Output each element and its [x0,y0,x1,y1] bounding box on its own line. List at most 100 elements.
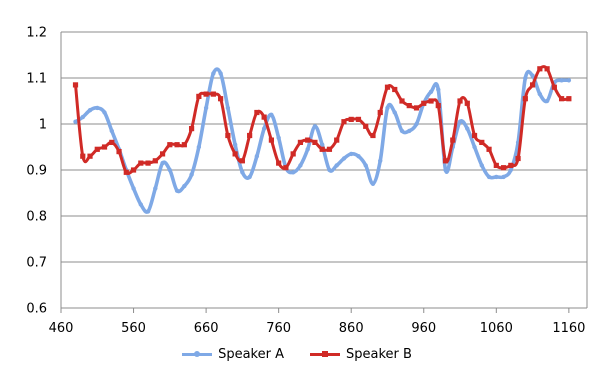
data-point-speaker-a [479,163,484,168]
data-point-speaker-a [523,75,528,81]
y-tick-label: 0.6 [26,302,47,317]
data-point-speaker-b [283,165,289,171]
data-point-speaker-a [319,142,325,147]
data-point-speaker-a [218,71,223,76]
data-point-speaker-b [515,155,521,162]
legend-item-speaker-a: Speaker A [182,347,284,362]
data-point-speaker-a [544,98,550,104]
data-point-speaker-a [102,110,107,115]
data-point-speaker-a [247,174,252,180]
legend-swatch-speaker-a [182,350,213,357]
data-point-speaker-b [305,137,311,143]
data-point-speaker-b [254,109,260,116]
data-point-speaker-a [414,121,419,127]
data-point-speaker-a [298,163,303,168]
y-tick-label: 1.2 [26,26,47,41]
data-point-speaker-a [508,167,514,173]
data-point-speaker-b [232,151,238,157]
y-tick-label: 0.9 [26,164,47,179]
x-tick-label: 1160 [552,321,585,336]
data-point-speaker-a [225,105,231,111]
data-point-speaker-b [174,142,180,148]
line-chart-svg: 0.6 0.7 0.8 0.9 1 1.1 1.2 460 560 660 760 860 960 10… [26,26,588,336]
data-point-speaker-b [428,98,434,104]
axes [60,32,588,313]
series-line-speaker-b [74,65,571,175]
series-lines [72,65,572,214]
data-point-speaker-b [101,144,108,150]
data-point-speaker-a [472,144,477,150]
data-point-speaker-a [559,78,564,83]
data-point-speaker-a [327,167,332,173]
data-point-speaker-a [378,158,383,163]
data-point-speaker-b [457,98,463,104]
data-point-speaker-b [261,114,267,120]
data-point-speaker-a [566,78,572,83]
data-point-speaker-b [392,86,398,93]
data-point-speaker-b [508,162,514,168]
data-point-speaker-b [203,91,209,97]
data-point-speaker-a [407,128,412,134]
data-point-speaker-b [109,139,115,145]
data-point-speaker-a [87,108,93,113]
data-point-speaker-b [450,137,456,143]
data-point-speaker-b [377,109,383,116]
data-point-speaker-b [363,123,369,129]
data-point-speaker-a [486,174,492,180]
data-point-speaker-a [290,170,296,175]
data-point-speaker-a [153,186,158,191]
data-point-speaker-b [196,93,202,99]
data-point-speaker-b [167,142,173,148]
data-point-speaker-b [123,169,129,175]
data-point-speaker-a [131,186,136,191]
data-point-speaker-a [392,110,397,115]
data-point-speaker-b [566,96,572,102]
data-point-speaker-b [87,153,93,159]
data-point-speaker-a [334,163,339,168]
y-tick-label: 0.7 [26,256,47,271]
data-point-speaker-a [232,142,238,147]
data-point-speaker-b [399,98,405,104]
legend-swatch-speaker-b [309,350,340,357]
data-point-speaker-a [203,105,209,111]
data-point-speaker-a [160,160,165,166]
data-point-speaker-b [239,158,245,164]
x-tick-label: 660 [194,321,219,336]
legend-label-speaker-a: Speaker A [218,346,284,362]
x-tick-label: 1060 [480,321,513,336]
data-point-speaker-b [145,160,151,166]
data-point-speaker-b [130,167,137,173]
data-point-speaker-b [522,96,528,102]
y-tick-labels: 0.6 0.7 0.8 0.9 1 1.1 1.2 [26,26,47,317]
data-point-speaker-a [465,126,470,131]
data-point-speaker-b [348,116,354,122]
data-point-speaker-b [326,146,333,152]
data-point-speaker-b [559,96,565,102]
data-point-speaker-a [457,119,463,124]
series-line-speaker-a [73,67,571,214]
data-point-speaker-b [479,139,485,145]
x-tick-label: 460 [49,321,74,336]
data-point-speaker-a [443,167,448,173]
gridlines [61,31,587,309]
data-point-speaker-b [225,132,231,139]
legend-item-speaker-b: Speaker B [309,347,412,362]
data-point-speaker-b [218,96,224,102]
data-point-speaker-b [544,66,550,72]
data-point-speaker-a [363,163,368,168]
data-point-speaker-a [370,181,376,186]
x-tick-label: 960 [411,321,436,336]
data-point-speaker-a [196,144,202,150]
data-point-speaker-b [297,139,304,145]
data-point-speaker-b [421,100,427,106]
data-point-speaker-b [116,149,122,155]
data-point-speaker-a [189,172,194,177]
data-point-speaker-b [210,91,216,97]
data-point-speaker-a [349,151,354,157]
data-point-speaker-a [240,170,245,175]
data-point-speaker-a [356,154,361,159]
data-point-speaker-a [436,87,441,92]
data-point-speaker-b [493,162,499,168]
data-point-speaker-b [355,116,362,122]
